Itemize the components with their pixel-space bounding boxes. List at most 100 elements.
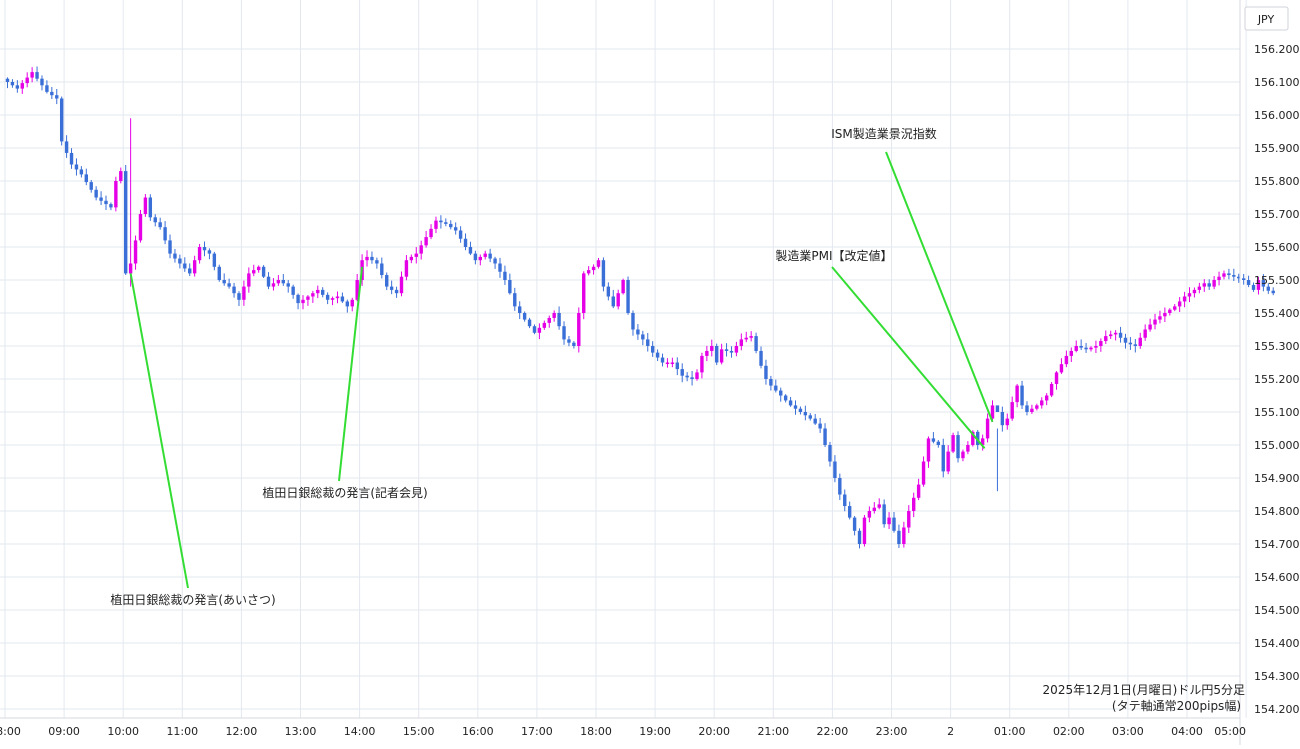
candle-body <box>449 223 453 228</box>
candle-body <box>537 327 542 333</box>
candle-body <box>45 85 49 92</box>
candle-body <box>1241 278 1246 280</box>
candle-body <box>148 197 153 218</box>
candle-body <box>424 237 428 246</box>
candle-body <box>202 247 207 251</box>
candle-body <box>237 293 241 300</box>
candle-body <box>749 336 753 338</box>
candle-body <box>1094 346 1098 348</box>
candle-body <box>606 286 611 297</box>
candle-body <box>5 78 10 82</box>
candle-body <box>1246 280 1251 285</box>
candle-body <box>256 266 261 271</box>
candle-body <box>74 164 79 170</box>
candle-body <box>774 385 778 391</box>
currency-label: JPY <box>1257 13 1275 26</box>
y-tick-label: 156.100 <box>1254 76 1300 89</box>
candle-body <box>1143 329 1147 338</box>
candle-body <box>601 260 606 287</box>
candle-body <box>1266 286 1270 291</box>
candle-body <box>69 152 74 165</box>
candle-body <box>158 222 162 228</box>
candle-body <box>247 273 251 287</box>
candle-body <box>197 247 202 261</box>
candle-body <box>887 517 891 525</box>
annotation-line <box>831 266 986 449</box>
candle-body <box>409 256 414 261</box>
candle-body <box>513 293 517 307</box>
candle-body <box>1118 332 1123 338</box>
candle-body <box>522 313 527 320</box>
candle-body <box>907 511 911 528</box>
candle-body <box>670 362 675 364</box>
candle-body <box>99 197 103 201</box>
candle-body <box>1030 408 1034 412</box>
candle-body <box>803 412 808 416</box>
candle-body <box>355 280 359 300</box>
candle-body <box>847 506 852 518</box>
candle-body <box>1035 405 1039 409</box>
x-tick-label: 05:00 <box>1214 725 1246 738</box>
candle-body <box>582 273 586 313</box>
candle-body <box>931 438 936 442</box>
candle-body <box>808 415 812 419</box>
candle-body <box>84 174 88 183</box>
candle-body <box>252 270 256 274</box>
candle-body <box>921 461 926 485</box>
candle-body <box>882 504 886 525</box>
candle-body <box>1123 337 1128 343</box>
candle-body <box>207 250 212 254</box>
candle-body <box>1148 324 1152 330</box>
candle-body <box>857 530 862 544</box>
candle-body <box>1212 280 1216 287</box>
candle-body <box>483 253 487 257</box>
candle-body <box>562 326 566 340</box>
candle-body <box>1227 273 1231 276</box>
candle-body <box>463 238 468 247</box>
candle-body <box>655 352 660 358</box>
candle-body <box>1079 346 1083 348</box>
candle-body <box>966 445 970 452</box>
candle-body <box>1128 342 1133 345</box>
candle-body <box>124 171 128 274</box>
candle-body <box>1251 284 1256 290</box>
candle-body <box>104 200 108 205</box>
candle-body <box>242 286 246 300</box>
candle-body <box>79 169 84 175</box>
candle-body <box>818 423 822 429</box>
candle-body <box>59 98 64 142</box>
x-tick-label: 02:00 <box>1053 725 1085 738</box>
candle-body <box>852 517 857 531</box>
candle-body <box>1158 316 1162 320</box>
candle-body <box>823 428 827 445</box>
candle-body <box>1182 296 1187 302</box>
candle-body <box>577 313 581 346</box>
candle-body <box>956 435 960 459</box>
candle-body <box>128 263 133 274</box>
candle-body <box>40 78 44 86</box>
candle-body <box>1015 385 1019 403</box>
candle-body <box>1133 344 1138 346</box>
candle-body <box>114 181 118 208</box>
y-tick-label: 155.400 <box>1254 307 1300 320</box>
candle-body <box>35 72 39 79</box>
candle-body <box>961 451 965 459</box>
candle-body <box>754 336 758 351</box>
candle-body <box>345 301 350 307</box>
candle-body <box>222 280 226 284</box>
candle-body <box>468 247 473 254</box>
candle-body <box>188 268 192 274</box>
candle-body <box>572 342 576 346</box>
candle-body <box>1222 273 1226 277</box>
x-tick-label: 15:00 <box>403 725 435 738</box>
candle-body <box>990 405 995 419</box>
candle-body <box>626 280 630 313</box>
candle-body <box>912 497 916 511</box>
candle-body <box>281 280 285 284</box>
annotation-label: 植田日銀総裁の発言(あいさつ) <box>110 592 275 607</box>
candle-body <box>94 189 98 198</box>
y-tick-label: 154.500 <box>1254 604 1300 617</box>
candle-body <box>734 346 739 353</box>
candle-body <box>340 296 345 302</box>
